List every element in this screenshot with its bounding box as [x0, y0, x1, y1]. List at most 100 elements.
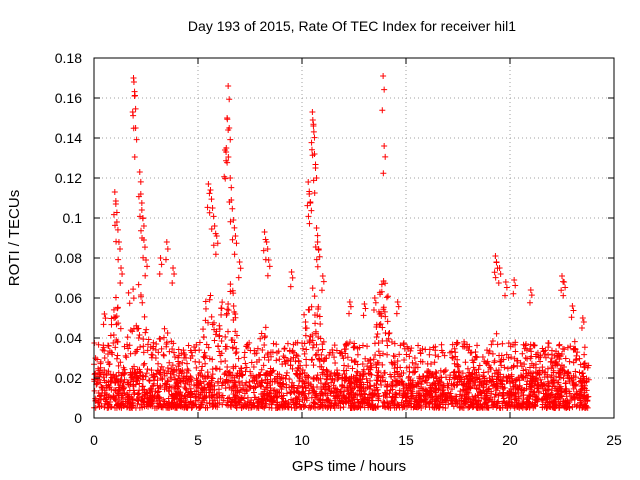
- data-point: [345, 363, 352, 370]
- data-point: [226, 125, 233, 131]
- data-point: [528, 360, 535, 367]
- data-point: [127, 350, 134, 357]
- data-point: [196, 359, 203, 366]
- axis-ticks: 0 5 10 15 20 25 0 0.02 0.04 0.06 0.08 0.1 0.12 0.14 0.…: [55, 50, 622, 448]
- data-point: [296, 401, 303, 408]
- data-point: [144, 341, 151, 348]
- data-point: [530, 370, 537, 377]
- data-point: [110, 340, 117, 347]
- data-point: [177, 403, 184, 410]
- data-point: [431, 359, 438, 366]
- x-tick-label: 20: [502, 432, 518, 448]
- data-point: [562, 284, 569, 291]
- y-tick-label: 0.14: [55, 130, 82, 146]
- data-point: [218, 338, 225, 345]
- data-point: [522, 366, 529, 373]
- data-point: [548, 355, 555, 362]
- data-point: [126, 381, 133, 388]
- x-tick-label: 15: [398, 432, 414, 448]
- data-point: [187, 355, 194, 362]
- data-point: [551, 383, 558, 390]
- data-point: [568, 393, 575, 400]
- data-point: [579, 370, 586, 377]
- data-point: [306, 220, 313, 227]
- data-point: [351, 340, 358, 347]
- data-point: [205, 181, 212, 187]
- data-point: [141, 313, 148, 320]
- data-point: [202, 317, 209, 324]
- data-point: [204, 373, 211, 380]
- data-point: [581, 344, 588, 351]
- data-point: [284, 340, 291, 347]
- data-point: [316, 253, 323, 260]
- data-point: [197, 372, 204, 379]
- data-point: [501, 364, 508, 371]
- data-point: [124, 341, 131, 348]
- data-point: [308, 394, 315, 401]
- data-point: [562, 355, 569, 362]
- data-point: [378, 381, 385, 388]
- data-point: [111, 386, 118, 393]
- data-point: [181, 351, 188, 358]
- data-point: [204, 204, 211, 211]
- data-point: [573, 389, 580, 396]
- data-point: [171, 385, 178, 392]
- data-point: [319, 346, 326, 353]
- data-point: [491, 269, 498, 276]
- data-point: [561, 279, 568, 285]
- data-point: [499, 384, 506, 391]
- data-point: [291, 404, 298, 411]
- data-point: [408, 345, 415, 352]
- data-point: [110, 314, 117, 321]
- data-point: [301, 340, 308, 347]
- data-point: [437, 395, 444, 402]
- data-point: [526, 364, 533, 371]
- data-point: [403, 382, 410, 389]
- data-point: [537, 358, 544, 365]
- data-point: [211, 386, 218, 393]
- data-point: [216, 332, 223, 339]
- data-point: [163, 343, 170, 350]
- data-point: [280, 353, 287, 360]
- data-point: [561, 402, 568, 409]
- data-point: [308, 303, 315, 310]
- data-point: [193, 375, 200, 382]
- data-point: [132, 125, 139, 131]
- data-point: [379, 107, 386, 114]
- data-point: [91, 371, 98, 378]
- data-point: [489, 337, 496, 344]
- data-point: [485, 362, 492, 369]
- data-point: [216, 389, 223, 396]
- data-point: [230, 391, 237, 398]
- data-point: [127, 400, 134, 407]
- data-point: [121, 366, 128, 373]
- data-point: [172, 390, 179, 397]
- data-point: [508, 354, 515, 361]
- data-point: [463, 383, 470, 390]
- data-point: [404, 398, 411, 405]
- data-point: [354, 369, 361, 376]
- data-point: [139, 398, 146, 405]
- data-point: [364, 343, 371, 350]
- data-point: [332, 372, 339, 379]
- data-point: [508, 396, 515, 403]
- data-point: [180, 347, 187, 354]
- data-point: [359, 361, 366, 368]
- data-point: [264, 380, 271, 387]
- data-point: [518, 363, 525, 370]
- data-point: [225, 154, 232, 160]
- data-point: [432, 343, 439, 350]
- data-point: [104, 350, 111, 357]
- data-point: [315, 404, 322, 411]
- data-point: [126, 342, 133, 349]
- data-point: [510, 290, 517, 297]
- data-point: [553, 360, 560, 367]
- data-point: [571, 396, 578, 403]
- data-point: [358, 400, 365, 407]
- data-point: [144, 347, 151, 354]
- data-point: [502, 279, 509, 285]
- data-point: [373, 333, 380, 340]
- data-point: [446, 393, 453, 400]
- data-point: [125, 345, 132, 352]
- data-point: [380, 304, 387, 311]
